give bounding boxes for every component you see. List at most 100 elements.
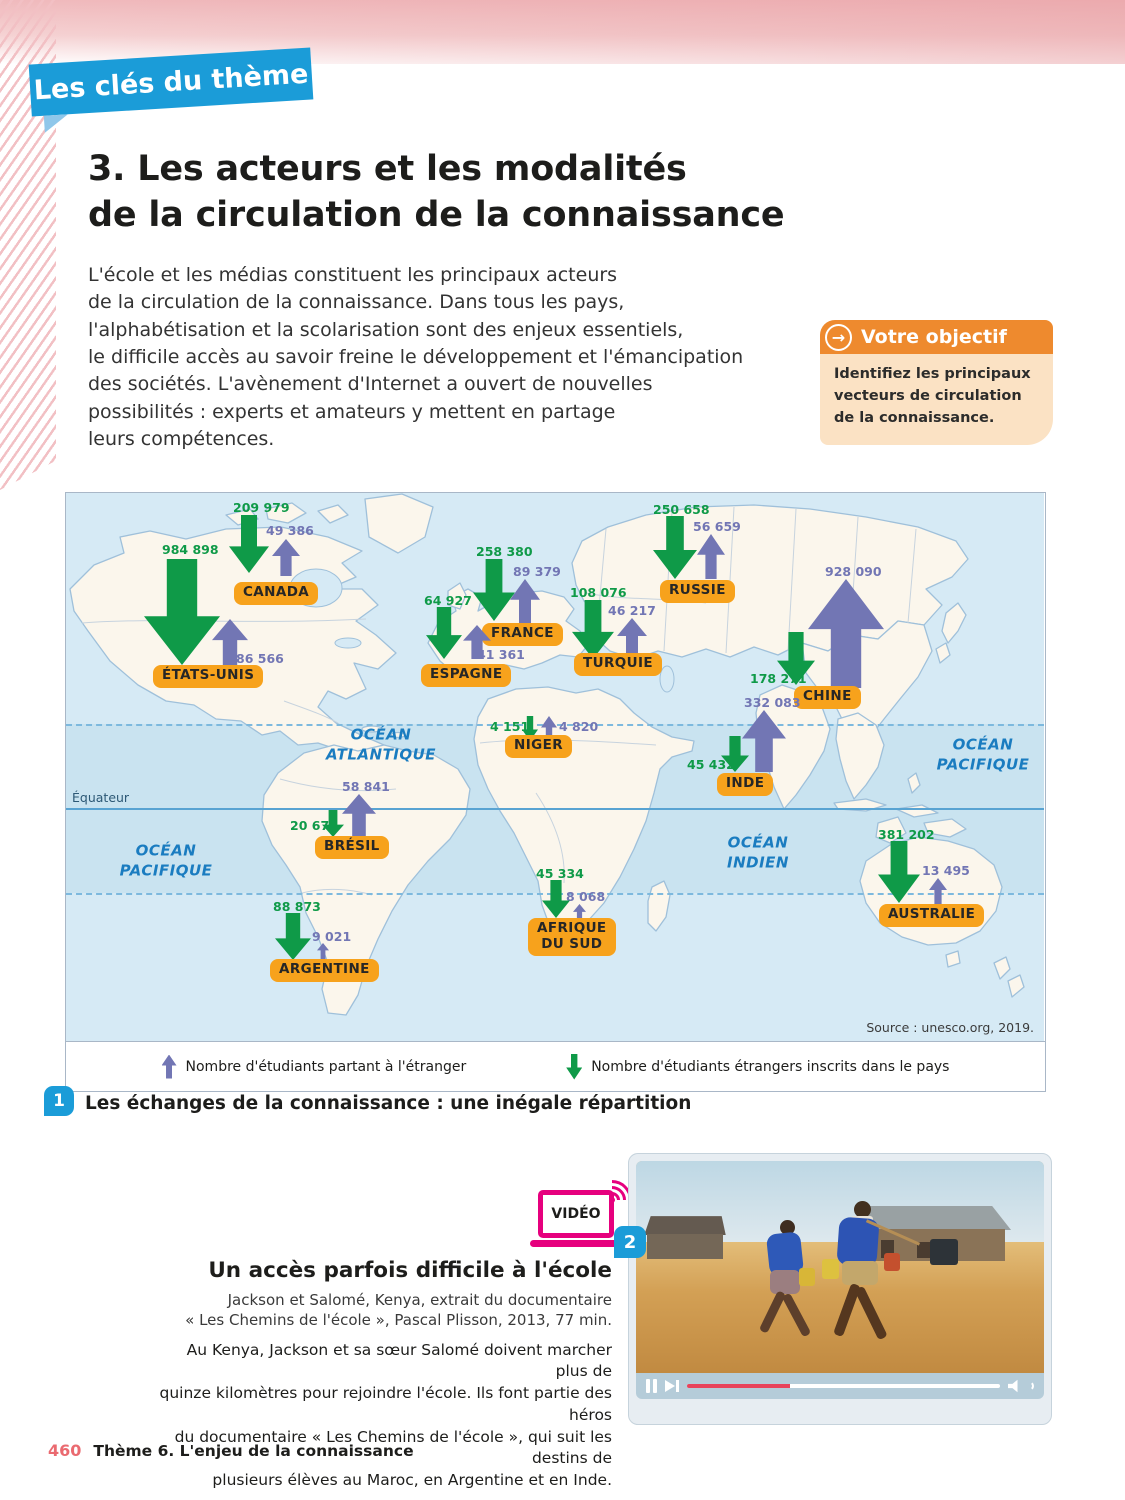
arrow-up-icon xyxy=(317,943,329,959)
count-incoming: 108 076 xyxy=(570,585,627,600)
photo-water-tank xyxy=(929,1239,959,1265)
map-markers: 984 898 86 566 ÉTATS-UNIS 209 979 49 386 CANA… xyxy=(66,493,1044,1041)
video-article: Un accès parfois difficile à l'école Jac… xyxy=(150,1258,612,1492)
arrow-down-icon xyxy=(878,841,920,903)
count-incoming: 258 380 xyxy=(476,544,533,559)
count-incoming: 984 898 xyxy=(162,542,219,557)
country-label: AUSTRALIE xyxy=(879,904,985,927)
laptop-icon: VIDÉO xyxy=(538,1190,614,1238)
progress-bar[interactable] xyxy=(687,1384,1000,1388)
arrow-down-icon xyxy=(473,559,515,621)
arrow-up-icon xyxy=(742,710,786,772)
count-outgoing: 46 217 xyxy=(608,603,656,618)
theme-badge-label: Les clés du thème xyxy=(32,58,310,106)
count-outgoing: 41 361 xyxy=(477,647,525,662)
count-outgoing: 56 659 xyxy=(693,519,741,534)
count-incoming: 64 927 xyxy=(424,593,472,608)
country-label: CANADA xyxy=(234,582,319,605)
count-incoming: 381 202 xyxy=(878,827,935,842)
count-incoming: 88 873 xyxy=(273,899,321,914)
count-outgoing: 9 021 xyxy=(312,929,352,944)
count-outgoing: 928 090 xyxy=(825,564,882,579)
count-incoming: 250 658 xyxy=(653,502,710,517)
pause-button[interactable] xyxy=(646,1379,657,1393)
count-outgoing: 86 566 xyxy=(236,651,284,666)
skip-next-button[interactable] xyxy=(665,1380,679,1392)
progress-fill xyxy=(687,1384,791,1388)
down-arrow-icon xyxy=(566,1053,583,1080)
country-label: BRÉSIL xyxy=(315,836,389,859)
article-description: Au Kenya, Jackson et sa sœur Salomé doiv… xyxy=(159,1340,612,1489)
ocean-label: OCÉAN ATLANTIQUE xyxy=(325,725,437,764)
world-map: Équateur 984 898 86 566 ÉTATS-UNIS 209 979 4… xyxy=(66,493,1044,1041)
objective-title: Votre objectif xyxy=(861,326,1007,348)
count-incoming: 45 432 xyxy=(687,757,735,772)
equator-label: Équateur xyxy=(72,790,130,805)
count-outgoing: 58 841 xyxy=(342,779,390,794)
video-tag-label: VIDÉO xyxy=(551,1206,601,1222)
equator-line xyxy=(66,808,1044,810)
country-label: INDE xyxy=(717,773,774,796)
country-label: ÉTATS-UNIS xyxy=(153,665,264,688)
legend-item-outgoing: Nombre d'étudiants partant à l'étranger xyxy=(161,1054,467,1079)
arrow-up-icon xyxy=(510,579,540,624)
article-credit: Jackson et Salomé, Kenya, extrait du doc… xyxy=(185,1291,612,1330)
up-arrow-icon xyxy=(161,1054,177,1079)
footer-theme-label: Thème 6. L'enjeu de la connaissance xyxy=(93,1442,414,1460)
arrow-down-icon xyxy=(426,607,462,659)
document-number-badge: 2 xyxy=(614,1226,646,1258)
country-label: NIGER xyxy=(505,735,573,758)
figure-number-badge: 1 xyxy=(44,1086,74,1116)
page-number: 460 xyxy=(48,1441,82,1460)
page-footer: 460 Thème 6. L'enjeu de la connaissance xyxy=(48,1441,414,1460)
legend-label-incoming: Nombre d'étudiants étrangers inscrits da… xyxy=(591,1058,950,1075)
legend-label-outgoing: Nombre d'étudiants partant à l'étranger xyxy=(185,1058,467,1075)
video-thumbnail[interactable] xyxy=(636,1161,1044,1373)
arrow-down-icon xyxy=(144,559,220,665)
count-outgoing: 13 495 xyxy=(922,863,970,878)
article-title: Un accès parfois difficile à l'école xyxy=(208,1258,612,1283)
arrow-up-icon xyxy=(617,618,647,657)
objective-box: → Votre objectif Identifiez les principa… xyxy=(820,320,1053,446)
count-incoming: 45 334 xyxy=(536,866,584,881)
arrow-up-icon xyxy=(697,534,725,579)
country-label: CHINE xyxy=(794,686,861,709)
top-gradient-band xyxy=(0,0,1125,64)
count-incoming: 209 979 xyxy=(233,500,290,515)
figure-caption: Les échanges de la connaissance : une in… xyxy=(85,1093,692,1114)
arrow-down-icon xyxy=(653,516,697,579)
arrow-up-icon xyxy=(929,878,947,904)
map-legend: Nombre d'étudiants partant à l'étranger … xyxy=(66,1041,1045,1091)
ocean-label: OCÉAN PACIFIQUE xyxy=(936,735,1030,774)
photo-ground xyxy=(636,1241,1044,1373)
volume-button[interactable] xyxy=(1008,1379,1034,1393)
country-label: TURQUIE xyxy=(574,653,663,676)
arrow-up-icon xyxy=(342,794,376,837)
objective-text: Identifiez les principaux vecteurs de ci… xyxy=(820,354,1053,446)
video-controls xyxy=(636,1373,1044,1399)
ocean-label: OCÉAN PACIFIQUE xyxy=(119,841,213,880)
country-label: ARGENTINE xyxy=(270,959,379,982)
arrow-up-icon xyxy=(272,539,300,576)
count-outgoing: 8 068 xyxy=(566,889,606,904)
runner-right xyxy=(821,1201,920,1351)
count-outgoing: 332 083 xyxy=(744,695,801,710)
count-incoming: 20 671 xyxy=(290,818,338,833)
ocean-label: OCÉAN INDIEN xyxy=(727,833,789,872)
video-player[interactable] xyxy=(628,1153,1052,1425)
arrow-up-icon xyxy=(808,579,884,688)
arrow-down-icon xyxy=(229,515,269,573)
video-icon[interactable]: VIDÉO xyxy=(530,1171,641,1250)
map-figure: Équateur 984 898 86 566 ÉTATS-UNIS 209 979 4… xyxy=(65,492,1046,1092)
arrow-right-icon: → xyxy=(825,323,852,351)
count-outgoing: 4 820 xyxy=(559,719,599,734)
country-label: ESPAGNE xyxy=(421,664,512,687)
legend-item-incoming: Nombre d'étudiants étrangers inscrits da… xyxy=(566,1053,950,1080)
count-incoming: 4 151 xyxy=(490,719,530,734)
intro-paragraph: L'école et les médias constituent les pr… xyxy=(88,264,744,451)
country-label: FRANCE xyxy=(482,623,563,646)
runner-left xyxy=(754,1220,824,1350)
count-outgoing: 49 386 xyxy=(266,523,314,538)
photo-building-left xyxy=(644,1216,726,1259)
